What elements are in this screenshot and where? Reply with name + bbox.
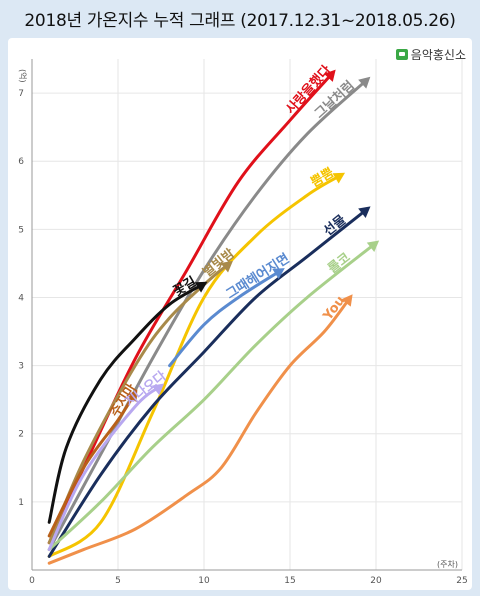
x-tick-label: 20	[370, 576, 382, 586]
series-arrowhead	[151, 383, 165, 396]
series-line	[47, 295, 352, 565]
series-label: You	[320, 293, 349, 324]
grid-lines	[32, 59, 463, 570]
brand-badge: 음악홍신소	[395, 46, 466, 63]
brand-logo-icon	[395, 49, 408, 60]
y-axis-label: (억)	[18, 69, 28, 83]
series-label: 선물	[320, 212, 349, 239]
x-tick-label: 25	[456, 576, 467, 586]
series-line	[168, 268, 283, 368]
series-arrowhead	[323, 69, 336, 82]
series-arrowhead	[220, 260, 233, 273]
x-tick-label: 5	[115, 576, 121, 586]
series-label: 롤코	[325, 250, 353, 277]
y-tick-label: 6	[18, 157, 24, 167]
series-arrowhead	[358, 206, 371, 218]
brand-name: 음악홍신소	[410, 48, 466, 62]
axes: 1 2 3 4 5 6 7 0 5 10 15 20 25 (억) (주차)	[18, 59, 468, 586]
page-title: 2018년 가온지수 누적 그래프 (2017.12.31~2018.05.26…	[24, 11, 456, 31]
series-line	[47, 207, 369, 558]
series-arrowhead	[332, 172, 346, 184]
y-tick-label: 2	[18, 430, 24, 440]
y-tick-label: 5	[18, 225, 24, 235]
series-line	[47, 282, 206, 524]
series-arrowhead	[194, 281, 208, 293]
series-line	[47, 241, 378, 552]
x-tick-label: 10	[198, 576, 210, 586]
x-tick-label: 0	[29, 576, 35, 586]
series-arrowhead	[272, 268, 285, 280]
series-arrowhead	[358, 76, 371, 89]
series-arrowhead	[366, 240, 380, 253]
series-line	[47, 391, 137, 538]
series-arrowhead	[126, 389, 138, 402]
series-arrowhead	[341, 294, 353, 307]
y-tick-label: 3	[18, 362, 24, 372]
series-line	[47, 173, 344, 558]
x-axis-label: (주차)	[437, 560, 458, 569]
y-tick-label: 1	[18, 498, 24, 508]
x-tick-label: 15	[284, 576, 295, 586]
y-tick-label: 7	[18, 89, 24, 99]
y-tick-label: 4	[18, 293, 24, 303]
series-line	[47, 261, 232, 545]
series-line	[47, 77, 369, 552]
series-lines	[47, 69, 380, 565]
series-line	[47, 384, 163, 552]
